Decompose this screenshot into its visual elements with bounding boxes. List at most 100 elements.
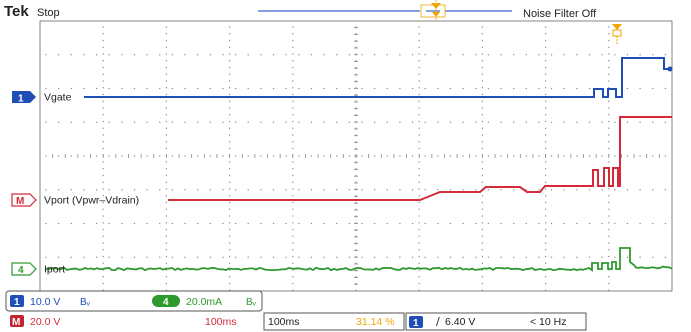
grid-dot [292,215,294,217]
grid-dot [95,54,98,56]
grid-dot [292,188,294,190]
grid-dot [209,87,211,90]
grid-dot [418,249,420,251]
grid-dot [545,161,547,163]
grid-dot [608,161,610,163]
grid-dot [323,155,325,157]
grid-dot [121,256,123,258]
timebase-box[interactable] [263,312,405,331]
channel-scale-box[interactable] [5,290,263,312]
trigger-box[interactable] [405,312,587,331]
grid-dot [102,276,104,278]
grid-dot [545,134,547,136]
grid-dot [626,87,629,90]
grid-dot [614,155,616,157]
grid-dot [355,147,357,150]
grid-dot [229,276,231,278]
channel-1-marker[interactable]: 1 [12,91,36,105]
grid-dot [601,189,603,191]
grid-dot [165,188,167,190]
grid-dot [336,222,338,225]
grid-dot [399,222,401,225]
grid-dot [418,235,420,237]
grid-dot [576,54,578,56]
grid-dot [102,215,104,217]
grid-dot [165,66,167,69]
grid-dot [83,54,85,56]
grid-dot [165,249,167,251]
grid-dot [229,60,231,62]
grid-dot [481,107,483,109]
grid-dot [197,87,199,90]
grid-dot [165,255,167,258]
grid-dot [229,188,231,190]
grid-dot [292,174,294,177]
grid-dot [260,189,262,191]
grid-dot [418,188,420,190]
grid-dot [626,155,629,157]
grid-dot [229,87,231,89]
grid-dot [462,54,464,56]
ch1-bandwidth: Bᵥ [80,297,91,308]
channel-4-marker[interactable]: 4 [11,262,37,276]
grid-dot [229,222,231,224]
channel-4-marker-label: 4 [18,265,24,276]
grid-dot [336,155,338,157]
brand-logo: Tek [4,3,29,20]
grid-dot [102,26,104,28]
grid-dot [608,53,610,55]
grid-dots [45,26,666,291]
grid-dot [229,73,231,75]
grid-dot [355,120,357,123]
grid-dot [133,155,136,157]
grid-dot [247,256,249,258]
grid-dot [102,93,104,96]
grid-dot [545,168,547,170]
grid-dot [292,120,294,123]
grid-dot [272,87,275,90]
grid-dot [292,147,294,150]
grid-dot [355,262,357,264]
grid-dot [545,120,547,123]
grid-dot [209,54,211,56]
grid-dot [525,256,527,258]
grid-dot [601,155,603,157]
grid-dot [348,155,350,157]
grid-dot [348,121,350,123]
grid-dot [545,242,547,244]
grid-dot [481,60,483,62]
grid-dot [355,66,357,69]
grid-dot [355,80,357,82]
grid-dot [171,54,173,56]
grid-dot [361,87,363,90]
grid-dot [292,208,294,210]
grid-dot [95,256,98,258]
grid-dot [171,155,173,157]
grid-dot [481,100,483,102]
grid-dot [639,54,641,56]
grid-dot [247,189,249,191]
grid-dot [437,189,439,191]
grid-dot [184,121,186,123]
grid-dot [292,168,294,170]
grid-dot [608,134,610,136]
grid-dot [235,54,237,56]
grid-dot [45,189,47,191]
grid-dot [165,168,167,170]
grid-dot [310,54,313,56]
grid-dot [298,155,300,157]
grid-dot [102,134,104,136]
math-marker[interactable]: M [11,193,37,207]
grid-dot [475,189,477,191]
grid-dot [664,87,666,90]
grid-dot [292,228,294,231]
grid-dot [159,87,161,90]
grid-dot [418,73,420,75]
grid-dot [601,54,603,56]
grid-dot [209,256,211,258]
grid-dot [418,141,420,143]
grid-dot [525,155,527,157]
grid-dot [247,54,249,56]
grid-dot [95,121,98,123]
grid-dot [437,256,439,258]
